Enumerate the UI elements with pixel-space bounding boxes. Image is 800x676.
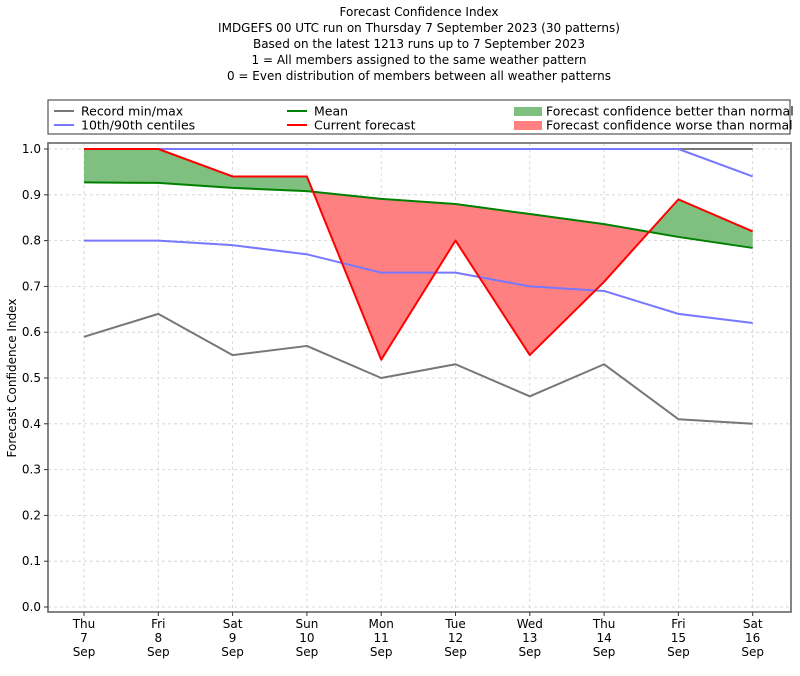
- y-tick-label: 0.5: [22, 371, 41, 385]
- legend-label-10th-90th-centiles: 10th/90th centiles: [81, 118, 195, 133]
- x-tick-label: 16: [745, 631, 760, 645]
- y-tick-label: 0.9: [22, 188, 41, 202]
- fill-worse-than-normal: [313, 191, 650, 360]
- x-tick-label: Sep: [593, 645, 616, 659]
- legend-label-forecast-confidence-worse-than-normal: Forecast confidence worse than normal: [546, 118, 793, 133]
- x-tick-label: Sep: [221, 645, 244, 659]
- x-tick-label: Sat: [223, 617, 243, 631]
- x-tick-label: Tue: [444, 617, 466, 631]
- chart-title: Forecast Confidence Index: [339, 5, 499, 19]
- x-tick-label: Sep: [73, 645, 96, 659]
- fill-areas: [84, 149, 753, 360]
- x-tick-label: 14: [596, 631, 611, 645]
- series-line-90th-centile: [84, 148, 754, 178]
- x-tick-label: Sep: [147, 645, 170, 659]
- x-tick-label: 12: [448, 631, 463, 645]
- y-tick-label: 0.0: [22, 600, 41, 614]
- x-tick-label: Fri: [151, 617, 165, 631]
- series-line-record-min: [83, 312, 753, 425]
- y-tick-label: 0.6: [22, 325, 41, 339]
- x-tick-label: Sep: [444, 645, 467, 659]
- y-tick-label: 0.4: [22, 417, 41, 431]
- y-tick-label: 0.2: [22, 508, 41, 522]
- y-tick-label: 0.1: [22, 554, 41, 568]
- x-tick-label: 8: [154, 631, 162, 645]
- series-lines: [83, 148, 754, 425]
- legend-swatch-forecast-confidence-worse-than-normal: [514, 121, 542, 130]
- series-line-current-forecast: [84, 148, 754, 361]
- x-tick-label: Sep: [296, 645, 319, 659]
- x-tick-label: Wed: [517, 617, 543, 631]
- x-tick-label: Thu: [72, 617, 96, 631]
- x-tick-label: Thu: [592, 617, 616, 631]
- legend-label-mean: Mean: [314, 104, 348, 119]
- chart-subtitle-scale-min: 0 = Even distribution of members between…: [226, 69, 612, 83]
- axes: 0.00.10.20.30.40.50.60.70.80.91.0Thu7Sep…: [22, 142, 792, 659]
- y-tick-label: 1.0: [22, 142, 41, 156]
- x-tick-label: 11: [374, 631, 389, 645]
- legend-label-forecast-confidence-better-than-normal: Forecast confidence better than normal: [546, 104, 794, 119]
- x-tick-label: Sep: [741, 645, 764, 659]
- x-tick-label: Sat: [743, 617, 763, 631]
- y-tick-label: 0.7: [22, 279, 41, 293]
- chart-title-block: Forecast Confidence Index IMDGEFS 00 UTC…: [0, 4, 800, 84]
- legend-label-record-min-max: Record min/max: [81, 104, 183, 119]
- y-tick-label: 0.8: [22, 234, 41, 248]
- y-axis-label: Forecast Confidence Index: [5, 299, 19, 458]
- x-tick-label: Sep: [370, 645, 393, 659]
- x-tick-label: 9: [229, 631, 237, 645]
- x-tick-label: Sun: [295, 617, 318, 631]
- chart-subtitle-basis: Based on the latest 1213 runs up to 7 Se…: [252, 37, 586, 51]
- x-tick-label: 13: [522, 631, 537, 645]
- x-tick-label: 7: [80, 631, 88, 645]
- fill-better-than-normal: [84, 149, 314, 192]
- series-line-mean: [83, 181, 753, 249]
- legend-box: [47, 99, 791, 135]
- legend-swatch-forecast-confidence-better-than-normal: [514, 107, 542, 116]
- chart-subtitle-scale-max: 1 = All members assigned to the same wea…: [251, 53, 587, 67]
- x-tick-label: Mon: [369, 617, 394, 631]
- x-tick-label: Fri: [671, 617, 685, 631]
- chart-subtitle-run: IMDGEFS 00 UTC run on Thursday 7 Septemb…: [218, 21, 620, 35]
- x-tick-label: 15: [671, 631, 686, 645]
- x-tick-label: 10: [299, 631, 314, 645]
- y-tick-label: 0.3: [22, 463, 41, 477]
- series-line-10th-centile: [84, 239, 753, 325]
- x-tick-label: Sep: [518, 645, 541, 659]
- x-tick-label: Sep: [667, 645, 690, 659]
- legend-label-current-forecast: Current forecast: [314, 118, 416, 133]
